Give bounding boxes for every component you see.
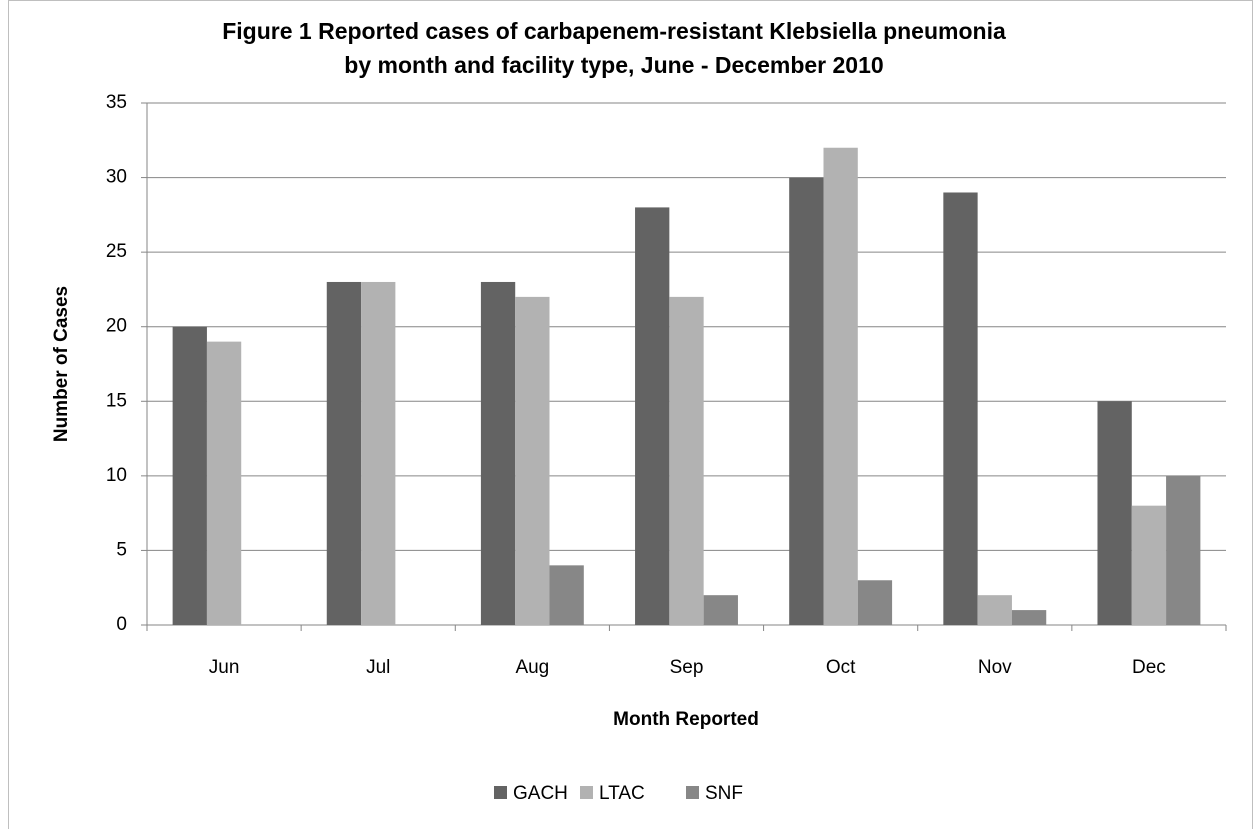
bar: [1011, 610, 1047, 625]
legend-label: LTAC: [599, 783, 645, 804]
y-tick-label: 30: [106, 167, 127, 188]
y-tick-label: 25: [106, 241, 127, 262]
bar: [977, 595, 1012, 625]
bar: [549, 565, 584, 625]
x-tick-label: Sep: [670, 657, 704, 678]
bar: [669, 296, 704, 625]
bar: [857, 580, 893, 625]
bar: [206, 341, 242, 625]
x-tick-label: Aug: [515, 657, 549, 678]
bar: [823, 147, 858, 625]
bar: [703, 595, 738, 625]
legend-swatch: [494, 786, 507, 799]
bar: [943, 192, 978, 625]
legend-label: SNF: [705, 783, 743, 804]
bar: [1131, 505, 1167, 625]
y-tick-label: 0: [116, 614, 127, 635]
bar: [326, 281, 362, 625]
x-tick-label: Dec: [1132, 657, 1166, 678]
y-axis-title: Number of Cases: [51, 286, 72, 442]
x-tick-label: Oct: [826, 657, 856, 678]
x-tick-label: Jun: [209, 657, 240, 678]
y-tick-label: 15: [106, 390, 127, 411]
y-tick-label: 20: [106, 316, 127, 337]
bar: [515, 296, 550, 625]
legend-label: GACH: [513, 783, 568, 804]
x-tick-label: Nov: [978, 657, 1012, 678]
bar: [635, 207, 670, 625]
legend-swatch: [580, 786, 593, 799]
y-tick-label: 10: [106, 465, 127, 486]
bar: [361, 281, 396, 625]
chart-title: by month and facility type, June - Decem…: [344, 52, 883, 78]
x-tick-label: Jul: [366, 657, 390, 678]
legend-swatch: [686, 786, 699, 799]
bar: [172, 326, 207, 625]
x-axis-title: Month Reported: [613, 709, 759, 730]
bar: [1097, 401, 1132, 625]
bar: [1166, 475, 1201, 625]
y-tick-label: 5: [116, 539, 127, 560]
bar: [789, 177, 824, 626]
bar: [480, 281, 516, 625]
y-tick-label: 35: [106, 92, 127, 113]
chart-title: Figure 1 Reported cases of carbapenem-re…: [222, 18, 1006, 44]
